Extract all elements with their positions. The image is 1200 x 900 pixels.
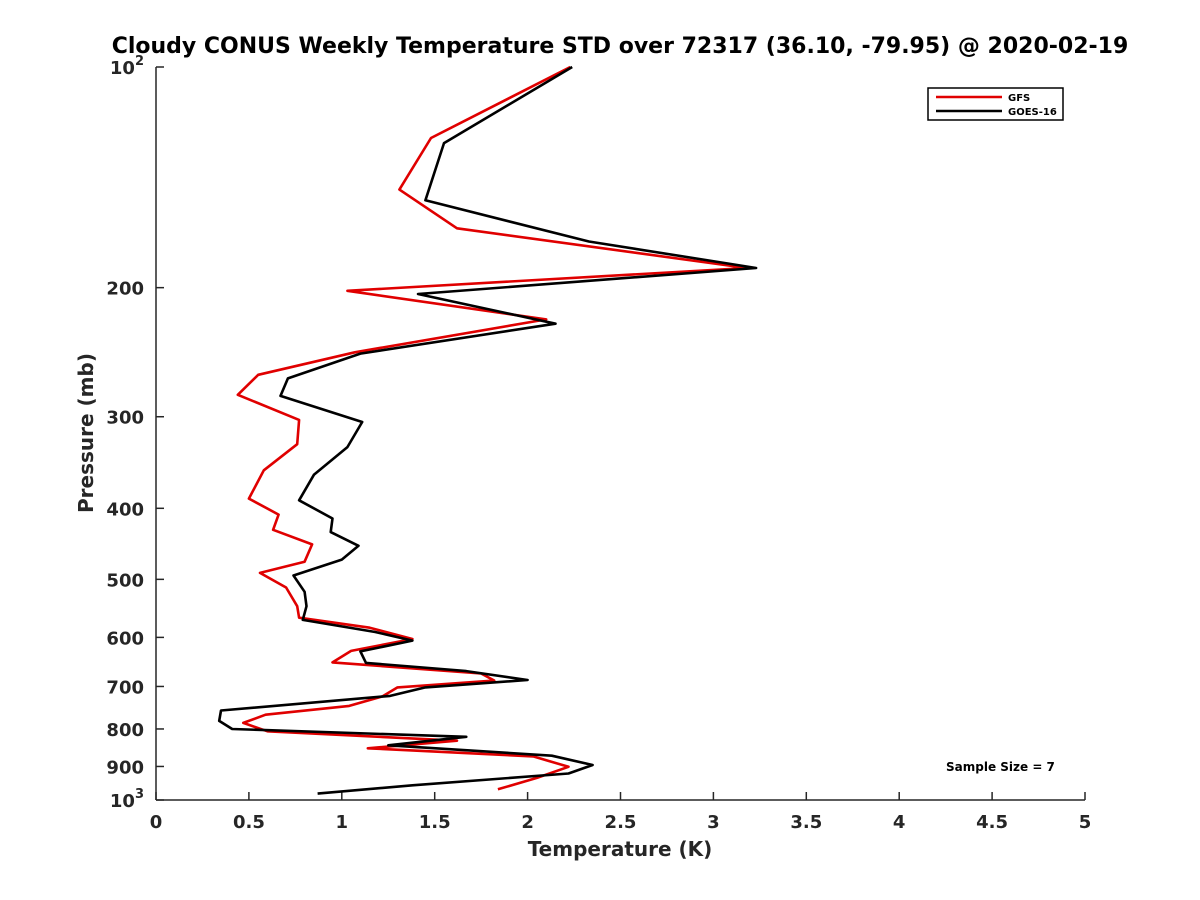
legend-label-gfs: GFS bbox=[1008, 93, 1030, 104]
y-tick-label: 102 bbox=[110, 54, 144, 79]
x-tick-label: 3.5 bbox=[790, 812, 822, 833]
sample-size-annotation: Sample Size = 7 bbox=[946, 760, 1055, 774]
plot-area: 0 0.5 1 1.5 2 2.5 3 3.5 4 4.5 5 102200300400500600… bbox=[106, 54, 1091, 833]
y-tick-label: 600 bbox=[106, 628, 144, 649]
y-tick-base: 10 bbox=[110, 791, 135, 812]
x-tick-label: 3 bbox=[707, 812, 720, 833]
series-line-goes16 bbox=[217, 65, 758, 795]
series-lines bbox=[217, 65, 758, 795]
x-axis-title: Temperature (K) bbox=[528, 837, 713, 861]
x-tick-label: 1 bbox=[336, 812, 349, 833]
x-tick-label: 2.5 bbox=[605, 812, 637, 833]
legend-box bbox=[927, 87, 1064, 121]
legend: GFS GOES-16 bbox=[927, 87, 1064, 121]
x-tick-label: 0.5 bbox=[233, 812, 265, 833]
x-tick-label: 4 bbox=[893, 812, 906, 833]
x-ticks: 0 0.5 1 1.5 2 2.5 3 3.5 4 4.5 5 bbox=[150, 792, 1092, 833]
y-tick-label: 700 bbox=[106, 677, 144, 698]
x-tick-label: 0 bbox=[150, 812, 163, 833]
y-tick-label: 103 bbox=[110, 787, 144, 812]
x-tick-label: 4.5 bbox=[976, 812, 1008, 833]
y-tick-exponent: 3 bbox=[135, 787, 144, 802]
y-axis-title: Pressure (mb) bbox=[74, 353, 98, 513]
y-tick-label: 200 bbox=[106, 279, 144, 300]
y-tick-label: 900 bbox=[106, 757, 144, 778]
legend-label-goes16: GOES-16 bbox=[1008, 107, 1057, 118]
y-tick-label: 300 bbox=[106, 408, 144, 429]
series-line-gfs bbox=[236, 65, 749, 791]
y-tick-base: 10 bbox=[110, 58, 135, 79]
y-tick-label: 800 bbox=[106, 720, 144, 741]
y-tick-exponent: 2 bbox=[135, 54, 144, 69]
x-tick-label: 1.5 bbox=[419, 812, 451, 833]
y-tick-label: 400 bbox=[106, 499, 144, 520]
y-tick-label: 500 bbox=[106, 570, 144, 591]
x-tick-label: 2 bbox=[521, 812, 534, 833]
chart-title: Cloudy CONUS Weekly Temperature STD over… bbox=[112, 34, 1129, 59]
x-tick-label: 5 bbox=[1079, 812, 1092, 833]
